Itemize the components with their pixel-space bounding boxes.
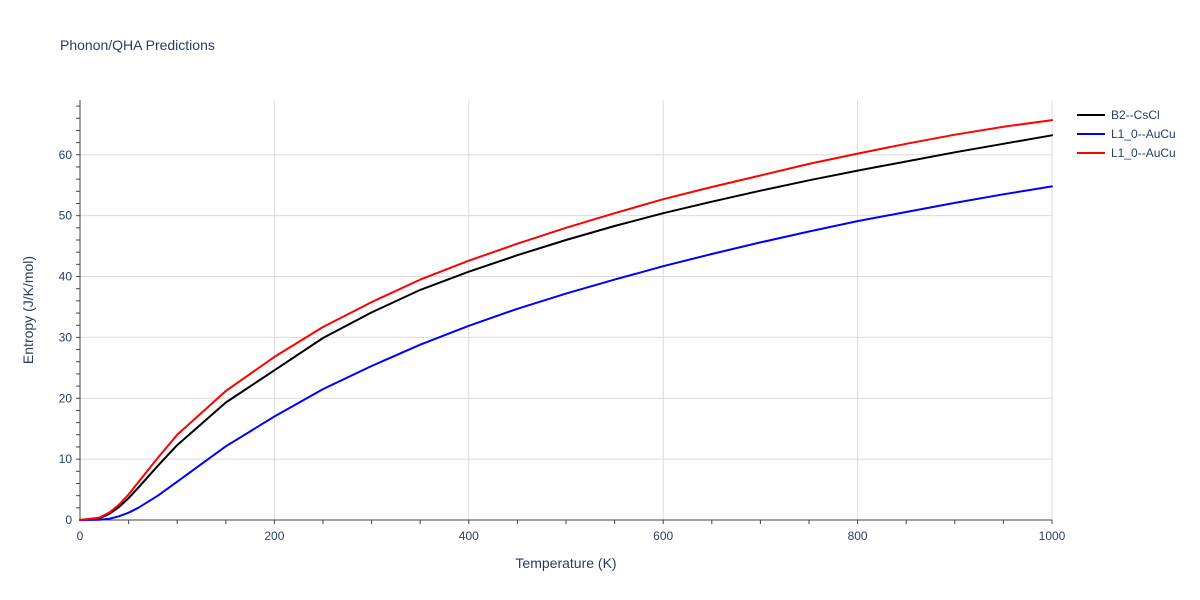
- legend-item-1[interactable]: B2--CsCl: [1077, 108, 1160, 122]
- series-line-3: [79, 119, 1053, 521]
- x-tick-label: 600: [653, 529, 673, 543]
- axes-layer: 0 200 400 600 800 1000 0 10 20 30 40 50 60: [59, 100, 1066, 543]
- chart-title: Phonon/QHA Predictions: [60, 37, 215, 53]
- series-line-2: [79, 185, 1053, 521]
- y-tick-label: 40: [59, 270, 73, 284]
- series-line-1: [79, 134, 1053, 521]
- x-tick-label: 1000: [1039, 529, 1066, 543]
- legend-label: L1_0--AuCu: [1111, 127, 1176, 141]
- x-tick-label: 400: [459, 529, 479, 543]
- legend-label: B2--CsCl: [1111, 108, 1160, 122]
- y-tick-label: 10: [59, 452, 73, 466]
- y-tick-label: 30: [59, 330, 73, 344]
- legend-label: L1_0--AuCu: [1111, 146, 1176, 160]
- y-axis-title: Entropy (J/K/mol): [20, 256, 36, 364]
- series-layer: [79, 119, 1053, 521]
- y-tick-label: 0: [65, 513, 72, 527]
- y-tick-label: 50: [59, 209, 73, 223]
- legend[interactable]: B2--CsCl L1_0--AuCu L1_0--AuCu: [1077, 108, 1176, 160]
- y-tick-label: 60: [59, 148, 73, 162]
- x-tick-label: 0: [77, 529, 84, 543]
- legend-item-2[interactable]: L1_0--AuCu: [1077, 127, 1176, 141]
- x-axis-title: Temperature (K): [515, 555, 616, 571]
- y-tick-label: 20: [59, 391, 73, 405]
- x-tick-label: 200: [264, 529, 284, 543]
- grid-layer: [80, 100, 1053, 520]
- x-tick-label: 800: [848, 529, 868, 543]
- legend-item-3[interactable]: L1_0--AuCu: [1077, 146, 1176, 160]
